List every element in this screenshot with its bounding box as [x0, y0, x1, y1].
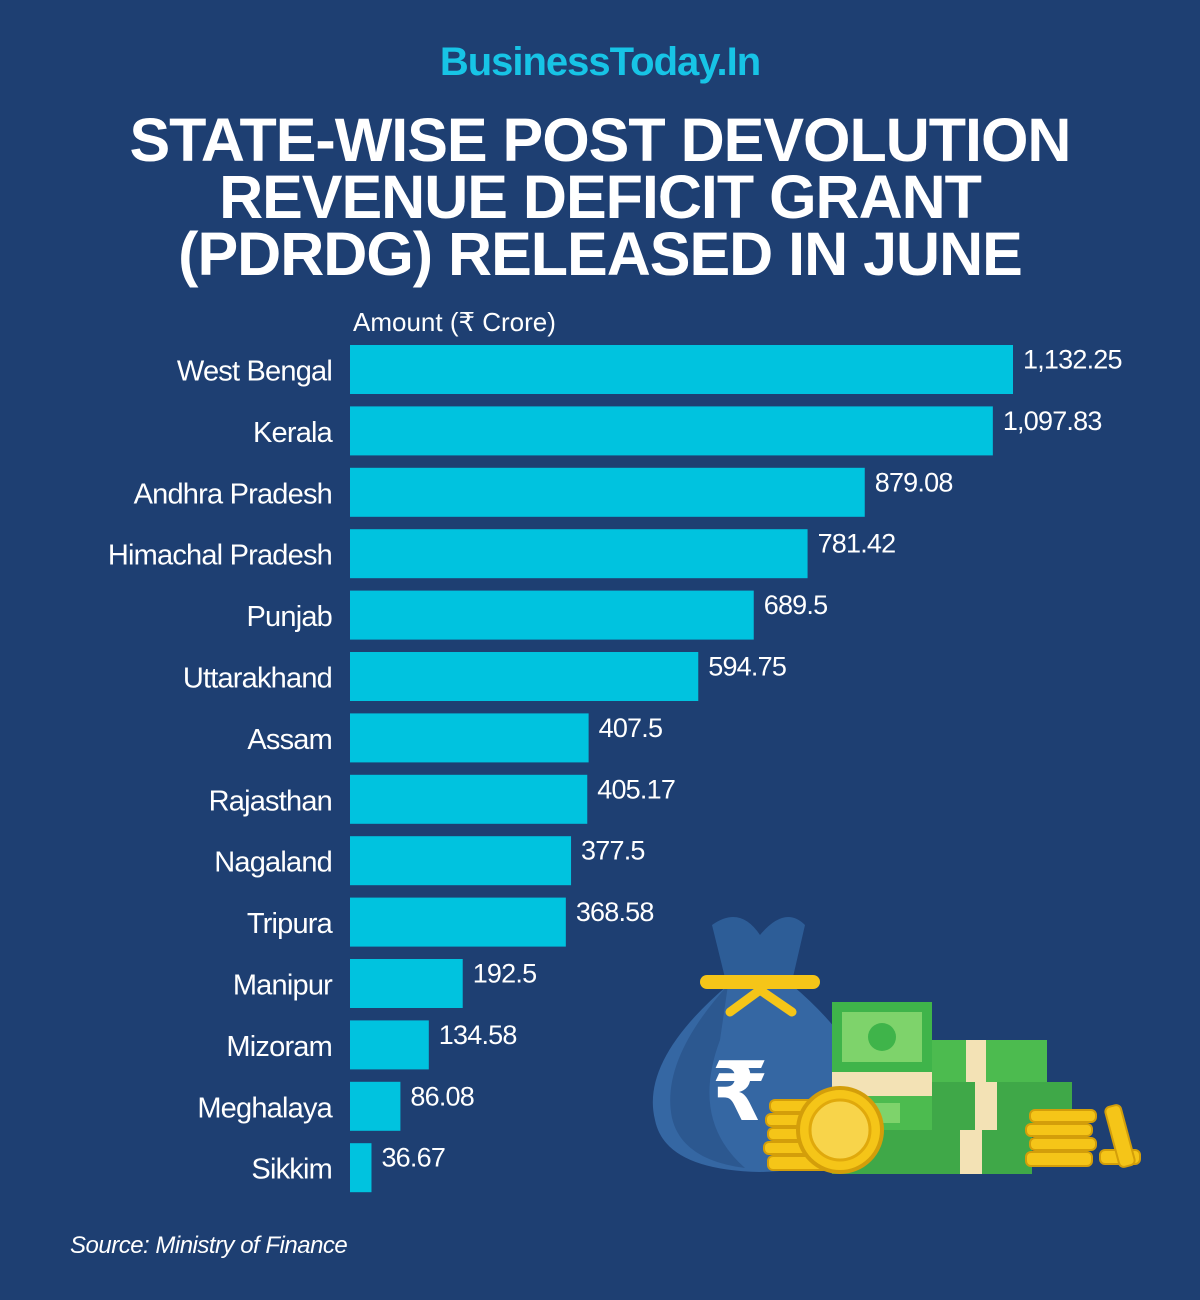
category-label: Uttarakhand	[183, 663, 332, 695]
category-label: Kerala	[253, 417, 334, 449]
value-label: 134.58	[439, 1020, 517, 1050]
brand-logo: BusinessToday.In	[439, 40, 761, 84]
value-label: 1,132.25	[1023, 345, 1122, 375]
value-label: 407.5	[599, 713, 663, 743]
rupee-icon: ₹	[711, 1045, 768, 1140]
bar	[350, 529, 808, 579]
category-label: Assam	[247, 724, 332, 756]
category-label: Sikkim	[251, 1154, 332, 1186]
source-note: Source: Ministry of Finance	[70, 1232, 348, 1259]
value-label: 689.5	[764, 590, 828, 620]
category-label: West Bengal	[177, 356, 332, 388]
value-label: 192.5	[473, 959, 537, 989]
category-label: Nagaland	[214, 847, 332, 879]
bar	[350, 406, 993, 456]
bar	[350, 590, 754, 640]
value-label: 781.42	[818, 529, 896, 559]
value-label: 36.67	[381, 1143, 445, 1173]
category-label: Rajasthan	[209, 785, 332, 817]
coins-icon	[763, 1086, 1141, 1174]
value-label: 879.08	[875, 467, 953, 497]
title-line-1: STATE-WISE POST DEVOLUTION	[129, 106, 1072, 174]
bar	[350, 652, 699, 701]
bar	[350, 1020, 429, 1070]
value-label: 377.5	[581, 836, 645, 866]
bar	[350, 713, 589, 763]
category-label: Punjab	[247, 601, 333, 633]
x-axis-label: Amount (₹ Crore)	[353, 307, 556, 337]
bar	[350, 836, 572, 886]
bar	[350, 959, 463, 1008]
category-label: Himachal Pradesh	[108, 540, 332, 572]
title-line-2: REVENUE DEFICIT GRANT	[219, 163, 982, 231]
category-label: Meghalaya	[197, 1092, 333, 1124]
value-label: 1,097.83	[1003, 406, 1102, 436]
category-label: Tripura	[247, 908, 334, 940]
value-label: 405.17	[597, 774, 675, 804]
bar	[350, 897, 566, 947]
value-label: 86.08	[410, 1081, 474, 1111]
value-label: 594.75	[708, 652, 786, 682]
bars-group: West Bengal 1,132.25 Kerala 1,097.83 Andhra …	[108, 345, 1123, 1193]
cash-stack-icon	[832, 1002, 1072, 1174]
category-label: Manipur	[233, 970, 333, 1002]
value-label: 368.58	[576, 897, 654, 927]
bar	[350, 345, 1013, 394]
category-label: Andhra Pradesh	[134, 478, 332, 510]
chart-title: STATE-WISE POST DEVOLUTION REVENUE DEFIC…	[0, 106, 1200, 288]
bar	[350, 1143, 372, 1193]
bar	[350, 774, 588, 824]
bar	[350, 467, 865, 517]
money-bag-cash-coins-icon: ₹	[652, 917, 1141, 1174]
category-label: Mizoram	[226, 1031, 332, 1063]
bar	[350, 1081, 401, 1131]
title-line-3: (PDRDG) RELEASED IN JUNE	[178, 220, 1023, 288]
